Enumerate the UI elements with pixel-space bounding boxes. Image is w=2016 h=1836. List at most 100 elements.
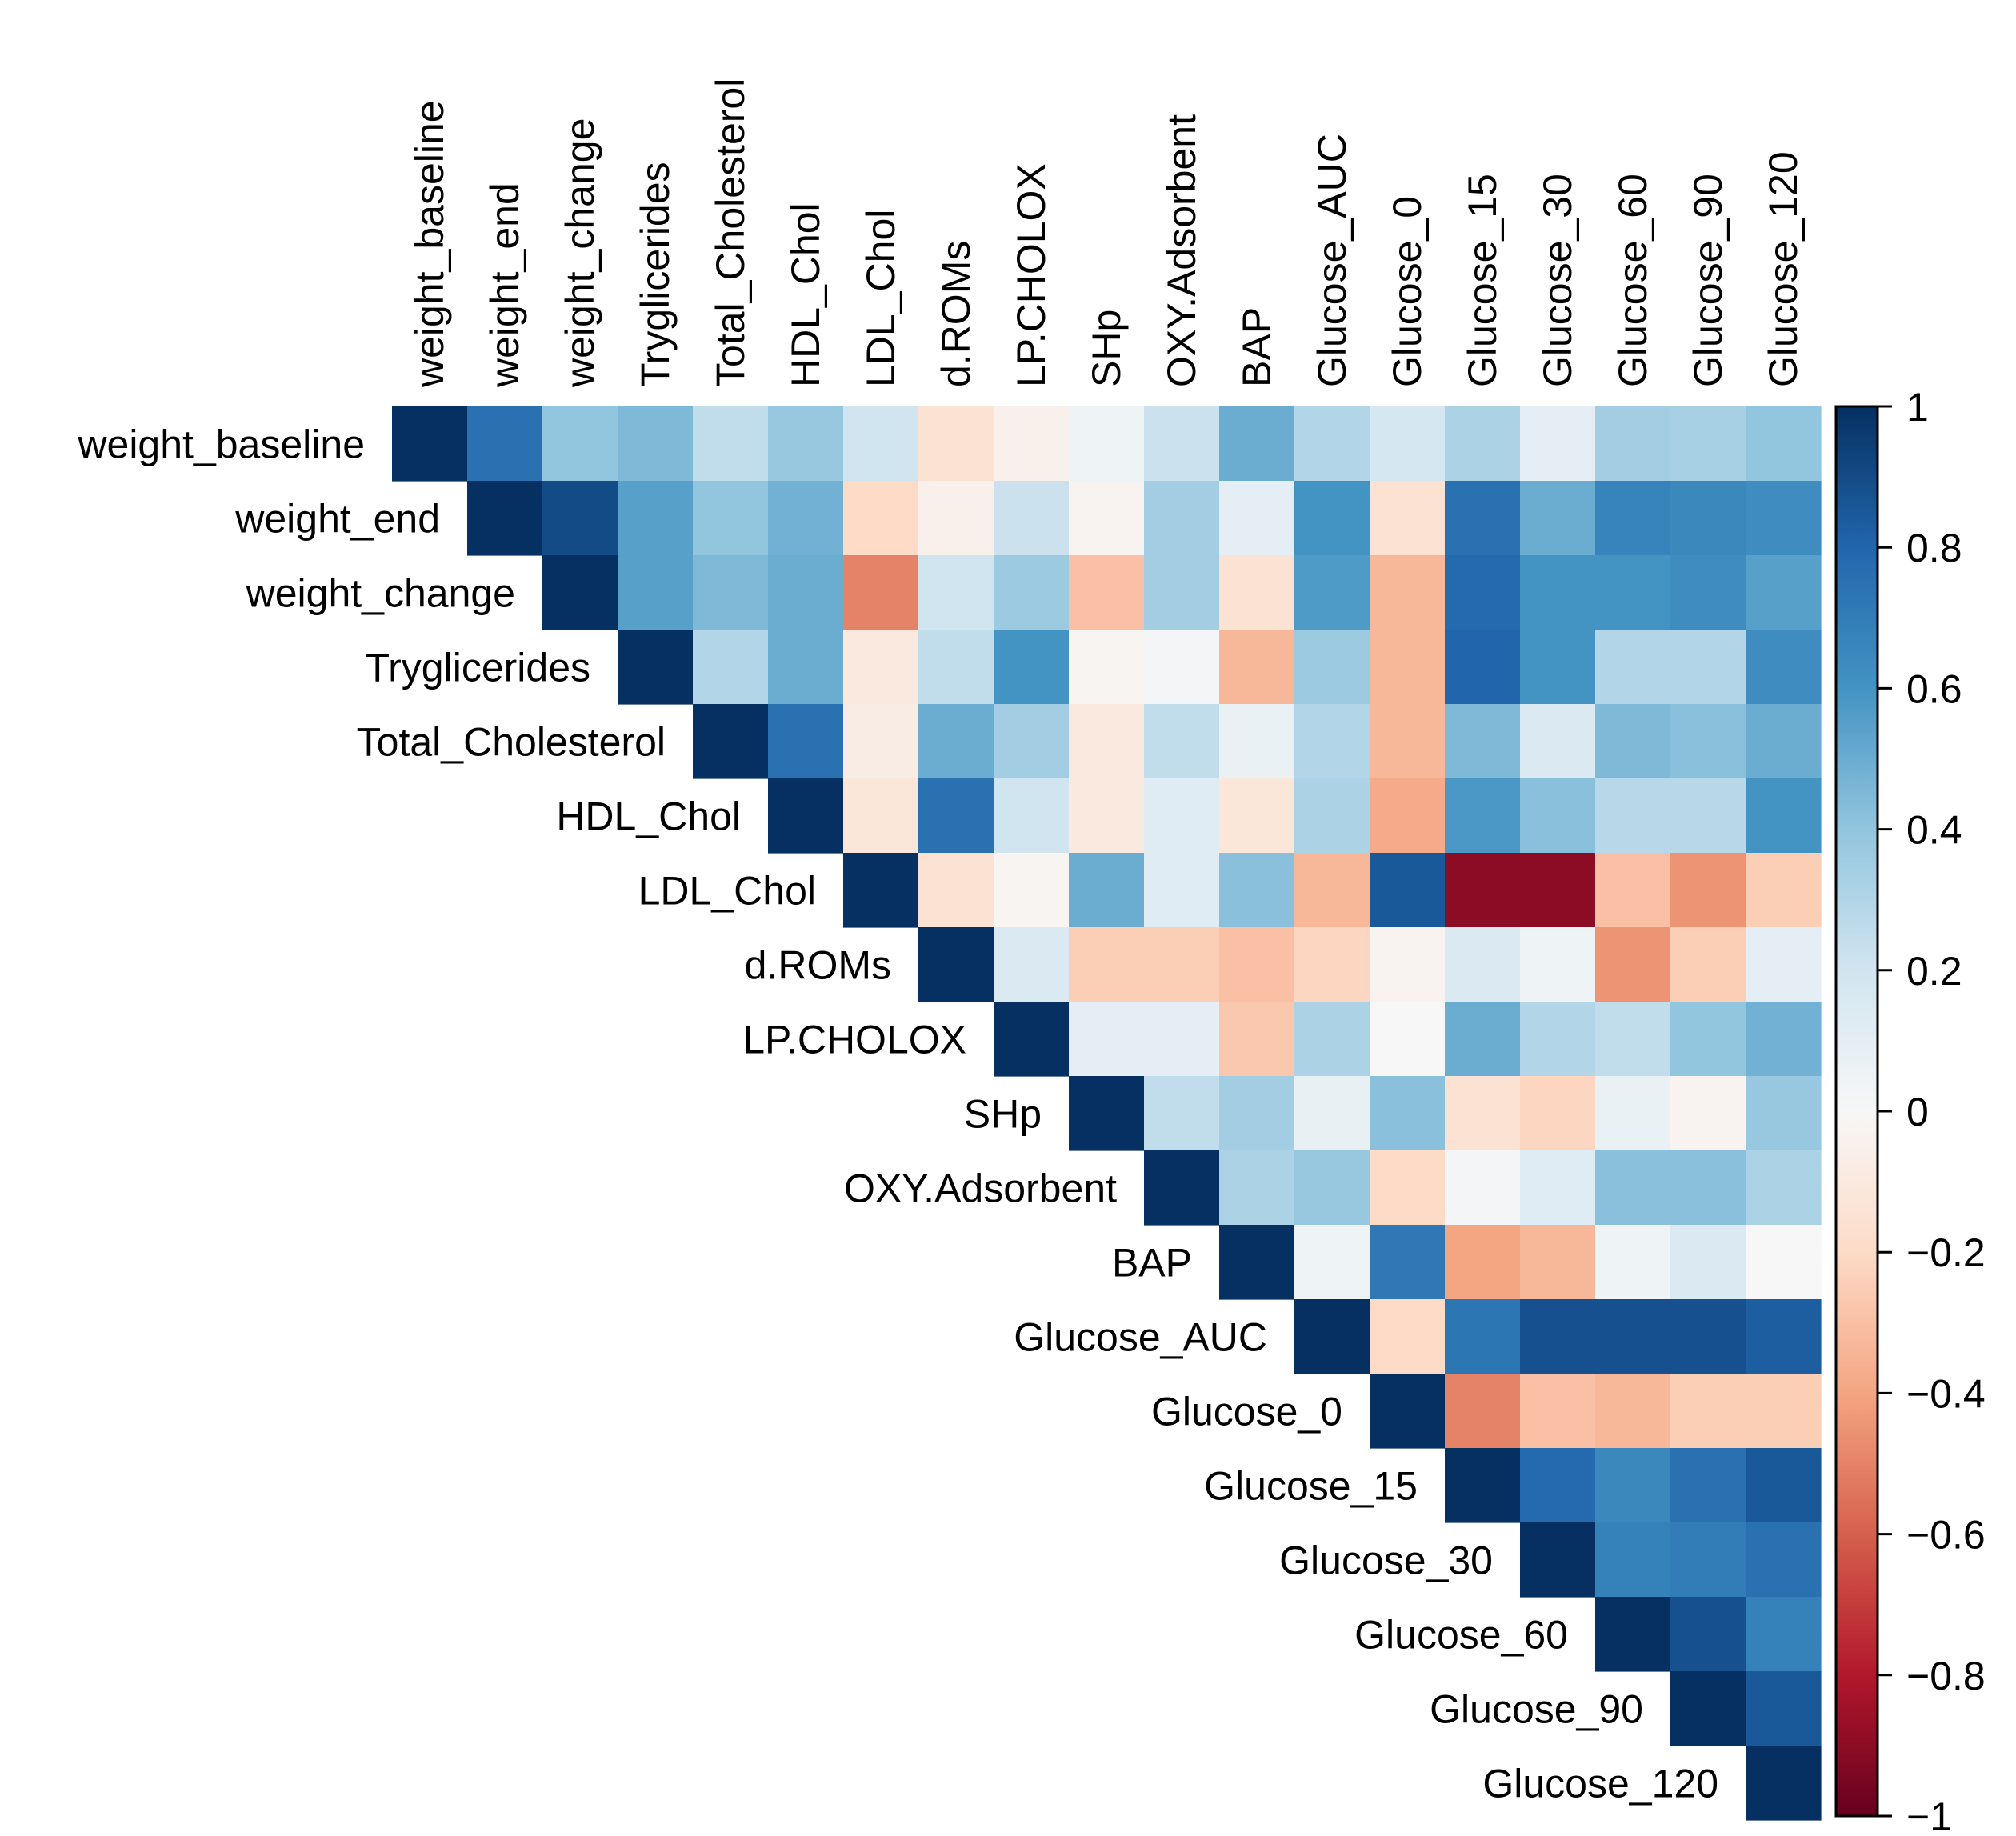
heatmap-cell (1670, 1374, 1746, 1449)
heatmap-cell (843, 481, 919, 556)
column-label: HDL_Chol (783, 202, 828, 387)
heatmap-cell (1520, 1374, 1596, 1449)
heatmap-cell (1445, 555, 1521, 630)
heatmap-cell (1746, 1597, 1822, 1672)
heatmap-cell (1069, 1076, 1145, 1151)
heatmap-cell (1520, 1225, 1596, 1300)
heatmap-cell (1670, 778, 1746, 854)
heatmap-cell (1294, 1002, 1370, 1077)
column-label: LP.CHOLOX (1009, 163, 1054, 387)
heatmap-cell (1294, 1076, 1370, 1151)
heatmap-cell (1144, 406, 1220, 482)
heatmap-cell (1370, 406, 1446, 482)
heatmap-cell (1746, 1225, 1822, 1300)
heatmap-cell (1144, 853, 1220, 928)
column-label: OXY.Adsorbent (1159, 114, 1204, 387)
colorbar-tick-label: −1 (1906, 1794, 1952, 1836)
row-label: BAP (1112, 1241, 1192, 1286)
heatmap-cell (994, 555, 1070, 630)
heatmap-cell (918, 853, 994, 928)
heatmap-cell (994, 704, 1070, 779)
column-labels: weight_baseline weight_end weight_change Tr… (407, 78, 1806, 388)
heatmap-cell (1520, 1299, 1596, 1374)
heatmap-cell (918, 630, 994, 705)
heatmap-cell (1445, 481, 1521, 556)
colorbar-tick-label: 0.8 (1906, 526, 1962, 570)
heatmap-cell (1746, 1076, 1822, 1151)
heatmap-cell (1219, 481, 1295, 556)
heatmap-cell (1670, 1671, 1746, 1746)
heatmap-cell (1069, 853, 1145, 928)
heatmap-cell (1520, 1522, 1596, 1598)
heatmap-cell (1595, 1002, 1671, 1077)
heatmap-cell (1294, 704, 1370, 779)
heatmap-cell (1595, 481, 1671, 556)
colorbar-tick-label: 0.2 (1906, 949, 1962, 994)
row-label: Glucose_120 (1482, 1762, 1718, 1806)
heatmap-cell (1445, 1225, 1521, 1300)
heatmap-cell (1370, 1225, 1446, 1300)
heatmap-cell (1746, 853, 1822, 928)
heatmap-cell (994, 927, 1070, 1002)
heatmap-cell (1670, 1597, 1746, 1672)
heatmap-cell (1294, 778, 1370, 854)
colorbar-tick-label: 0 (1906, 1090, 1929, 1134)
column-label: Total_Cholesterol (708, 78, 753, 387)
column-label: Glucose_AUC (1310, 134, 1354, 387)
heatmap-cell (1746, 630, 1822, 705)
heatmap-cell (693, 630, 769, 705)
heatmap-cell (1294, 1299, 1370, 1374)
heatmap-cell (1219, 1076, 1295, 1151)
heatmap-cell (1595, 1076, 1671, 1151)
heatmap-cell (1520, 704, 1596, 779)
heatmap-cell (1144, 481, 1220, 556)
heatmap-cell (1670, 1076, 1746, 1151)
heatmap-cell (392, 406, 468, 482)
heatmap-cell (1069, 630, 1145, 705)
heatmap-cell (1445, 1299, 1521, 1374)
heatmap-cell (918, 481, 994, 556)
colorbar-tick-label: −0.6 (1906, 1513, 1986, 1558)
heatmap-cell (1144, 778, 1220, 854)
heatmap-cell (1370, 1076, 1446, 1151)
heatmap-cell (1670, 1225, 1746, 1300)
heatmap-cell (1069, 555, 1145, 630)
heatmap-cell (1746, 1448, 1822, 1523)
column-label: Glucose_120 (1761, 151, 1806, 387)
column-label: weight_end (482, 182, 527, 388)
row-label: Tryglicerides (365, 646, 590, 690)
heatmap-cell (1595, 1299, 1671, 1374)
colorbar-ticks: 1 0.8 0.6 0.4 0.2 0 −0.2 −0.4 −0.6 −0.8 −1 (1878, 385, 1986, 1836)
heatmap-cell (1370, 1150, 1446, 1226)
heatmap-cell (1445, 704, 1521, 779)
heatmap-cell (1595, 853, 1671, 928)
column-label: Glucose_60 (1610, 174, 1655, 387)
heatmap-cell (542, 406, 618, 482)
heatmap-cell (1595, 630, 1671, 705)
heatmap-cell (1219, 778, 1295, 854)
heatmap-cell (1370, 630, 1446, 705)
row-label: Glucose_30 (1279, 1538, 1493, 1583)
heatmap-cell (1746, 778, 1822, 854)
heatmap-cell (618, 555, 694, 630)
heatmap-cell (994, 853, 1070, 928)
column-label: BAP (1234, 307, 1279, 387)
heatmap-cell (994, 1002, 1070, 1077)
heatmap-cell (1294, 927, 1370, 1002)
heatmap-cell (1746, 927, 1822, 1002)
heatmap-cell (1746, 1374, 1822, 1449)
heatmap-cell (1520, 1076, 1596, 1151)
heatmap-cell (1595, 1522, 1671, 1598)
heatmap-cell (1069, 481, 1145, 556)
heatmap-cell (1370, 853, 1446, 928)
heatmap-cell (1370, 481, 1446, 556)
heatmap-cell (1445, 630, 1521, 705)
heatmap-cell (1069, 704, 1145, 779)
row-label: Glucose_0 (1151, 1390, 1342, 1434)
heatmap-cell (542, 481, 618, 556)
heatmap-cell (768, 778, 844, 854)
row-label: d.ROMs (745, 943, 891, 988)
heatmap-cell (1520, 481, 1596, 556)
heatmap-cell (1746, 1002, 1822, 1077)
